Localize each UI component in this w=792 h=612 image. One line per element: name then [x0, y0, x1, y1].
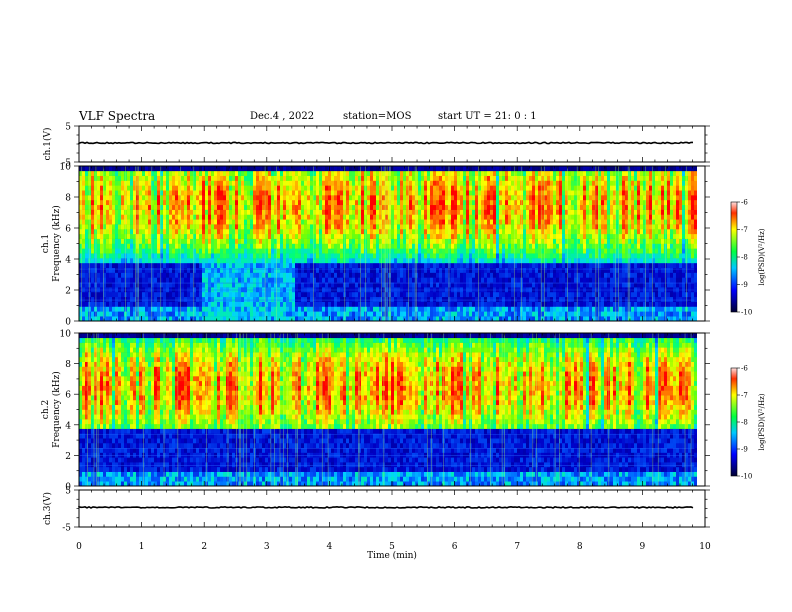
ch2-spectrogram-channel-label: ch.2	[41, 400, 51, 419]
ch2-spectrogram-colorbar-tick-label: -10	[741, 473, 752, 481]
x-tick-label: 0	[76, 542, 82, 552]
x-tick-label: 3	[264, 542, 270, 552]
axes-layer	[74, 125, 740, 528]
x-tick-label: 10	[699, 542, 711, 552]
ch1-waveform-line	[78, 141, 694, 145]
ch1-spectrogram-channel-label: ch.1	[41, 234, 51, 253]
ch1-spectrogram-ytick-label: 2	[65, 287, 71, 297]
ch1-spectrogram-ytick-label: 10	[60, 163, 72, 173]
ch2-spectrogram-colorbar-tick-label: -6	[741, 365, 748, 373]
ch1-spectrogram-colorbar-tick-label: -6	[741, 199, 748, 207]
station-label: station=MOS	[343, 111, 412, 122]
ch2-spectrogram-colorbar-label: log(PSD)(V²/Hz)	[758, 393, 766, 450]
ch1-spectrogram-colorbar-label: log(PSD)(V²/Hz)	[758, 228, 766, 285]
ch3-waveform-line	[78, 505, 694, 509]
ch3-waveform-ytick-label: -5	[62, 524, 71, 534]
x-tick-label: 9	[640, 542, 646, 552]
ch2-spectrogram-colorbar-tick-label: -9	[741, 446, 748, 454]
ch1-spectrogram-ytick-label: 8	[65, 194, 71, 204]
ch1-spectrogram-colorbar-tick-label: -10	[741, 309, 752, 317]
ch3-waveform-ytick-label: 5	[65, 487, 71, 497]
ch1-spectrogram-ytick-label: 4	[65, 256, 71, 266]
ch1-spectrogram-ytick-label: 6	[65, 225, 71, 235]
ch1-spectrogram-colorbar	[730, 201, 740, 313]
ch1-spectrogram-colorbar-tick-label: -7	[741, 226, 748, 234]
x-tick-label: 6	[452, 542, 458, 552]
x-tick-label: 5	[389, 542, 395, 552]
ch2-spectrogram-ytick-label: 2	[65, 452, 71, 462]
x-tick-label: 7	[514, 542, 520, 552]
x-tick-label: 1	[139, 542, 145, 552]
ch1-spectrogram-ylabel: Frequency (kHz)	[51, 205, 62, 282]
ch2-spectrogram-ytick-label: 8	[65, 360, 71, 370]
ch1-spectrogram-colorbar-tick-label: -8	[741, 254, 748, 262]
x-tick-label: 8	[577, 542, 583, 552]
start-ut-label: start UT = 21: 0 : 1	[438, 111, 537, 122]
x-axis-label: Time (min)	[367, 550, 417, 561]
spectrogram-layer	[79, 166, 697, 487]
ch2-spectrogram-ytick-label: 4	[65, 421, 71, 431]
ch1-waveform-ytick-label: -5	[62, 159, 71, 169]
ch2-heatmap	[79, 333, 697, 487]
ch2-spectrogram-ylabel: Frequency (kHz)	[51, 371, 62, 448]
ch3-waveform-ylabel: ch.3(V)	[42, 492, 53, 525]
x-tick-label: 2	[201, 542, 207, 552]
ch1-waveform-ytick-label: 5	[65, 123, 71, 133]
ch1-waveform-frame	[78, 125, 706, 163]
chart-title: VLF Spectra	[79, 109, 156, 123]
ch1-heatmap	[79, 166, 697, 322]
ch2-spectrogram-colorbar-tick-label: -8	[741, 419, 748, 427]
ch2-spectrogram-ytick-label: 10	[60, 330, 72, 340]
ch1-waveform-ylabel: ch.1(V)	[42, 128, 53, 161]
ch2-spectrogram-ytick-label: 6	[65, 391, 71, 401]
ch2-spectrogram-colorbar-tick-label: -7	[741, 392, 748, 400]
ch2-spectrogram-colorbar-bar	[730, 367, 738, 477]
ch1-spectrogram-colorbar-tick-label: -9	[741, 281, 748, 289]
waveform-layer	[78, 141, 694, 509]
ch2-spectrogram-colorbar	[730, 367, 740, 477]
ch1-spectrogram-ytick-label: 0	[65, 318, 71, 328]
ch2-spectrogram-ytick-label: 0	[65, 483, 71, 493]
date-label: Dec.4 , 2022	[250, 111, 315, 122]
x-tick-label: 4	[327, 542, 333, 552]
ch1-spectrogram-colorbar-bar	[730, 201, 738, 313]
